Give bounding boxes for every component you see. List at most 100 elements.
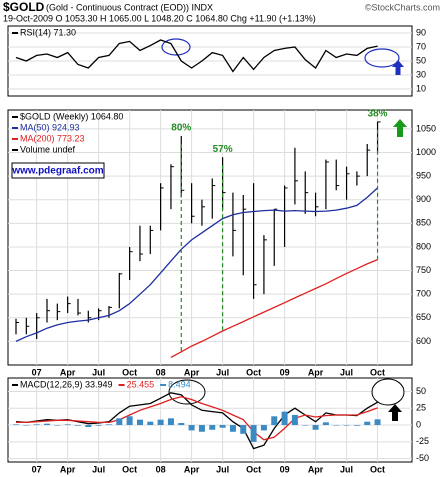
series-line xyxy=(15,187,379,342)
highlight-circle xyxy=(168,379,206,405)
histogram-bar xyxy=(33,424,40,426)
legend-swatch xyxy=(12,384,18,386)
legend-label: $GOLD (Weekly) 1064.80 xyxy=(20,111,123,121)
histogram-bar xyxy=(312,425,319,430)
x-tick-label: Apr xyxy=(60,367,76,377)
histogram-bar xyxy=(302,425,309,426)
x-tick-label: Jul xyxy=(216,464,229,474)
quote: 19-Oct-2009 O 1053.30 H 1065.00 L 1048.2… xyxy=(3,13,316,23)
histogram-bar xyxy=(209,425,216,430)
y-tick-label: 800 xyxy=(416,241,431,251)
y-tick-label: 30 xyxy=(416,69,426,79)
histogram-bar xyxy=(364,421,371,426)
histogram-bar xyxy=(353,425,360,426)
series-line xyxy=(170,258,378,358)
histogram-bar xyxy=(198,425,205,432)
histogram-bar xyxy=(271,416,278,426)
y-tick-label: 50 xyxy=(416,55,426,65)
histogram-bar xyxy=(229,425,236,432)
x-tick-label: Oct xyxy=(246,367,261,377)
histogram-bar xyxy=(126,416,133,426)
legend-swatch xyxy=(160,384,167,386)
x-tick-label: 09 xyxy=(280,367,290,377)
histogram-bar xyxy=(95,425,102,426)
annotation: 38% xyxy=(368,108,388,119)
x-tick-label: 07 xyxy=(32,464,42,474)
arrow-up xyxy=(393,119,407,137)
x-tick-label: Oct xyxy=(246,464,261,474)
x-tick-label: 07 xyxy=(32,367,42,377)
histogram-bar xyxy=(333,425,340,426)
legend-label: Volume undef xyxy=(20,144,76,154)
histogram-bar xyxy=(23,425,30,426)
y-tick-label: 950 xyxy=(416,170,431,180)
histogram-bar xyxy=(322,422,329,426)
y-tick-label: 600 xyxy=(416,336,431,346)
x-tick-label: Jul xyxy=(92,464,105,474)
histogram-bar xyxy=(188,425,195,431)
histogram-bar xyxy=(291,414,298,426)
credit: ©StockCharts.com xyxy=(365,2,440,12)
y-tick-label: -50 xyxy=(416,453,429,463)
y-tick-label: 25 xyxy=(416,403,426,413)
x-tick-label: Apr xyxy=(60,464,76,474)
y-tick-label: 700 xyxy=(416,289,431,299)
x-tick-label: Oct xyxy=(370,464,385,474)
histogram-bar xyxy=(43,423,50,426)
annotation: 80% xyxy=(171,123,191,134)
y-tick-label: 1000 xyxy=(416,147,436,157)
website: www.pdegraaf.com xyxy=(11,166,103,177)
legend-label: RSI(14) 71.30 xyxy=(20,27,76,37)
histogram-bar xyxy=(105,424,112,426)
histogram-bar xyxy=(178,423,185,426)
symbol: $GOLD xyxy=(3,0,45,14)
legend-label: MACD(12,26,9) 33.949 xyxy=(20,379,113,389)
histogram-bar xyxy=(136,419,143,426)
y-tick-label: 70 xyxy=(416,41,426,51)
x-tick-label: Apr xyxy=(308,367,324,377)
x-tick-label: Jul xyxy=(340,367,353,377)
y-tick-label: 90 xyxy=(416,27,426,37)
x-tick-label: Oct xyxy=(370,367,385,377)
subtitle: (Gold - Continuous Contract (EOD)) INDX xyxy=(46,2,213,12)
histogram-bar xyxy=(13,424,19,426)
arrow-up xyxy=(388,404,402,421)
histogram-bar xyxy=(167,418,174,426)
histogram-bar xyxy=(219,425,226,428)
legend-label: MA(50) 924.93 xyxy=(20,122,80,132)
histogram-bar xyxy=(240,425,247,434)
legend-swatch xyxy=(12,149,18,151)
histogram-bar xyxy=(85,425,92,428)
x-tick-label: Jul xyxy=(92,367,105,377)
histogram-bar xyxy=(54,425,61,426)
y-tick-label: 50 xyxy=(416,386,426,396)
histogram-bar xyxy=(74,425,81,426)
legend-label: 25.455 xyxy=(127,379,155,389)
arrow-up xyxy=(392,60,404,75)
y-tick-label: 0 xyxy=(416,419,421,429)
histogram-bar xyxy=(374,419,381,426)
x-tick-label: 08 xyxy=(156,464,166,474)
x-tick-label: Apr xyxy=(308,464,324,474)
x-tick-label: Apr xyxy=(184,367,200,377)
highlight-circle xyxy=(161,38,191,56)
x-tick-label: Jul xyxy=(340,464,353,474)
panel xyxy=(7,377,413,463)
x-tick-label: Oct xyxy=(122,464,137,474)
series-line xyxy=(16,396,378,441)
x-tick-label: Oct xyxy=(122,367,137,377)
legend-swatch xyxy=(118,384,125,386)
legend-swatch xyxy=(12,138,18,140)
x-tick-label: 09 xyxy=(280,464,290,474)
histogram-bar xyxy=(281,411,288,426)
histogram-bar xyxy=(260,425,267,431)
series-line xyxy=(15,39,378,73)
histogram-bar xyxy=(343,425,350,426)
y-tick-label: -25 xyxy=(416,436,429,446)
histogram-bar xyxy=(64,424,71,426)
legend-label: MA(200) 773.23 xyxy=(20,133,85,143)
y-tick-label: 650 xyxy=(416,312,431,322)
x-tick-label: Apr xyxy=(184,464,200,474)
annotation: 57% xyxy=(213,144,233,155)
